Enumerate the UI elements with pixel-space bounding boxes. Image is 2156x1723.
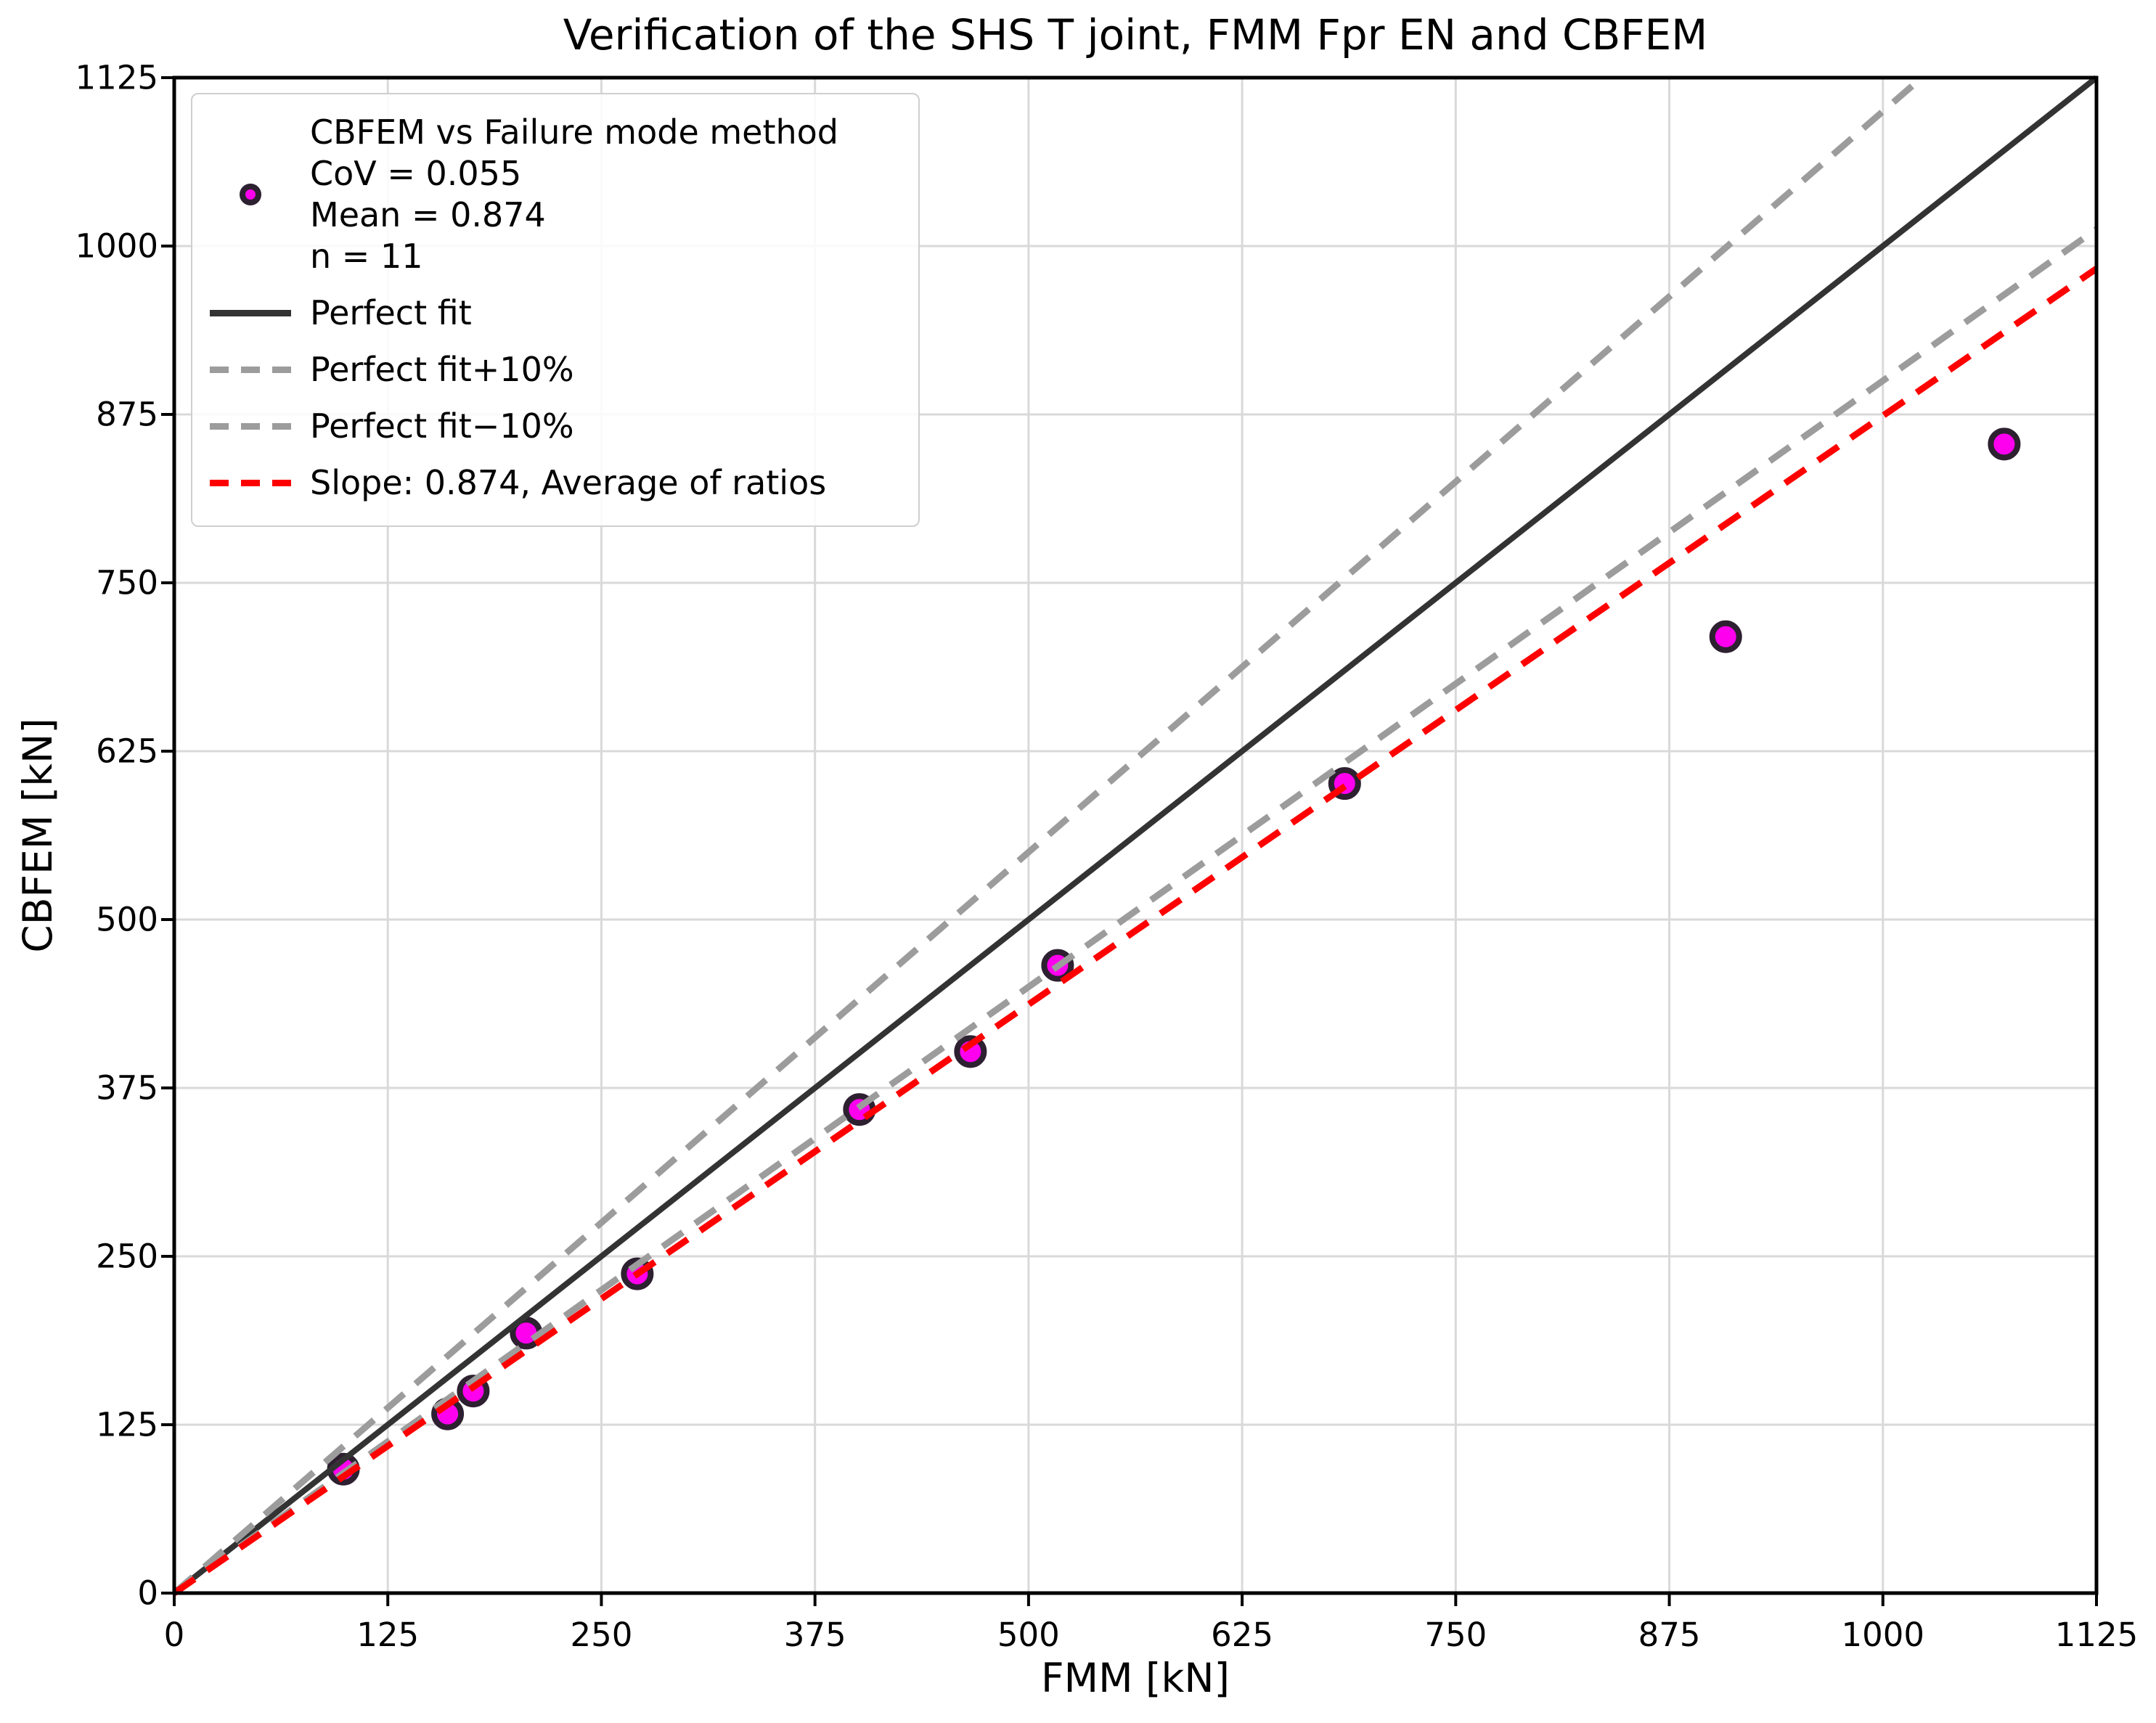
y-tick-label: 750 xyxy=(96,563,158,602)
tick-marks xyxy=(161,76,2098,1606)
legend-entry-minus-10: Perfect fit−10% xyxy=(210,406,897,447)
data-point xyxy=(1988,427,2021,461)
y-tick-label: 875 xyxy=(96,395,158,434)
gridlines xyxy=(174,78,2096,1593)
legend: CBFEM vs Failure mode method CoV = 0.055… xyxy=(191,93,920,527)
legend-marker-handle xyxy=(210,184,291,205)
x-tick-label: 0 xyxy=(163,1616,185,1654)
legend-cov: CoV = 0.055 xyxy=(310,154,522,193)
plot-border xyxy=(172,75,2099,1595)
y-tick-label: 125 xyxy=(96,1405,158,1444)
x-tick-label: 1000 xyxy=(1841,1616,1925,1654)
legend-entry-slope: Slope: 0.874, Average of ratios xyxy=(210,462,897,504)
perfect-fit-plus-10-line xyxy=(172,75,1924,1596)
x-tick-label: 875 xyxy=(1638,1616,1701,1654)
legend-n: n = 11 xyxy=(310,237,423,276)
x-axis-title: FMM [kN] xyxy=(1041,1655,1230,1701)
fit-lines xyxy=(172,75,2099,1596)
plus-10-line-swatch xyxy=(210,367,291,373)
x-tick-label: 250 xyxy=(570,1616,633,1654)
legend-perfect-fit-label: Perfect fit xyxy=(310,293,472,332)
data-point xyxy=(954,1035,987,1068)
y-tick-label: 375 xyxy=(96,1068,158,1108)
average-of-ratios-line xyxy=(172,266,2099,1596)
scatter-points xyxy=(327,427,2021,1486)
x-tick-label: 1125 xyxy=(2054,1616,2139,1654)
y-tick-label: 1000 xyxy=(75,226,158,266)
legend-minus-10-label: Perfect fit−10% xyxy=(310,406,574,446)
minus-10-line-swatch xyxy=(210,423,291,430)
x-tick-label: 125 xyxy=(356,1616,420,1654)
axes-spines xyxy=(172,75,2099,1595)
slope-line-swatch xyxy=(210,480,291,486)
y-tick-label: 1125 xyxy=(75,58,158,97)
chart-title: Verification of the SHS T joint, FMM Fpr… xyxy=(563,10,1708,60)
perfect-fit-line xyxy=(172,75,2099,1596)
perfect-fit-minus-10-line xyxy=(172,226,2099,1596)
y-tick-label: 500 xyxy=(96,900,158,939)
x-tick-label: 750 xyxy=(1424,1616,1487,1654)
data-point xyxy=(1709,620,1742,653)
legend-plus-10-label: Perfect fit+10% xyxy=(310,350,574,389)
legend-mean: Mean = 0.874 xyxy=(310,195,546,234)
scatter-marker-swatch xyxy=(240,184,261,205)
x-tick-label: 375 xyxy=(783,1616,846,1654)
legend-slope-label: Slope: 0.874, Average of ratios xyxy=(310,463,827,502)
legend-series-label: CBFEM vs Failure mode method xyxy=(310,112,839,152)
x-tick-label: 500 xyxy=(997,1616,1060,1654)
x-tick-label: 625 xyxy=(1211,1616,1274,1654)
y-tick-label: 625 xyxy=(96,732,158,771)
legend-entry-perfect-fit: Perfect fit xyxy=(210,292,897,334)
perfect-fit-line-swatch xyxy=(210,310,291,316)
y-tick-label: 0 xyxy=(137,1573,158,1613)
legend-entry-plus-10: Perfect fit+10% xyxy=(210,349,897,390)
y-tick-label: 250 xyxy=(96,1237,158,1276)
legend-entry-scatter: CBFEM vs Failure mode method CoV = 0.055… xyxy=(210,112,897,277)
